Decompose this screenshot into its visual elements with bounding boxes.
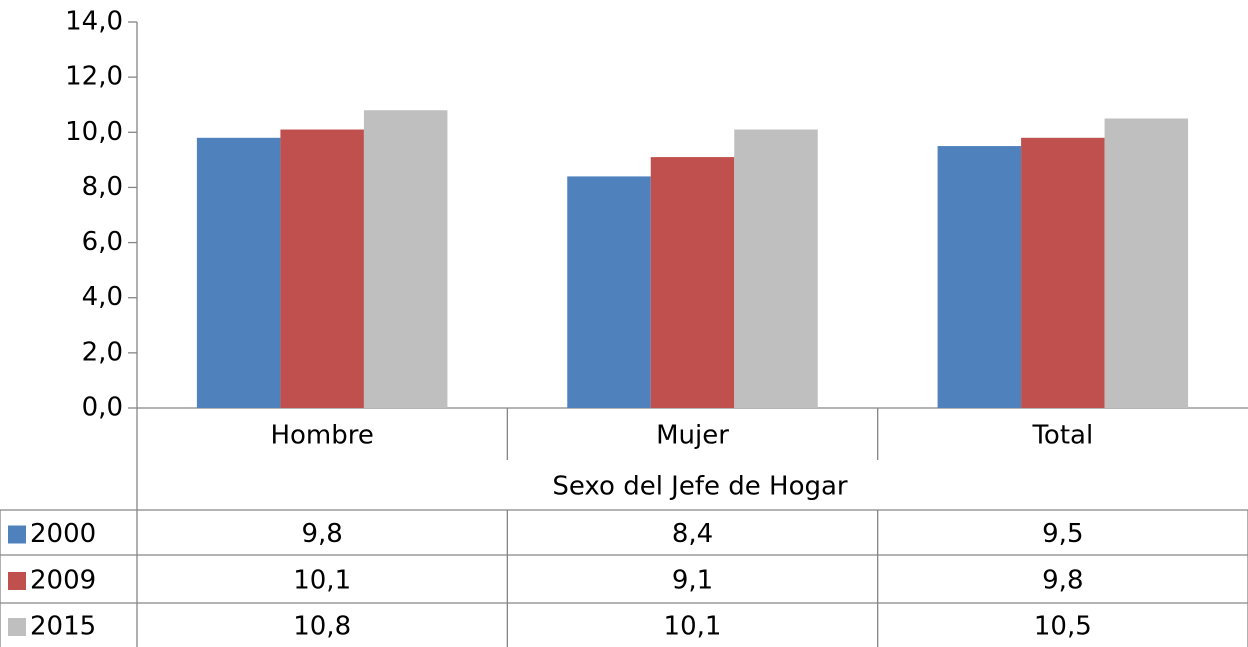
- table-value: 9,1: [672, 566, 713, 596]
- legend-label: 2009: [30, 566, 96, 596]
- y-tick-label: 10,0: [65, 117, 123, 147]
- y-tick-label: 2,0: [82, 337, 123, 367]
- table-value: 10,8: [293, 612, 351, 642]
- legend-swatch: [8, 525, 26, 544]
- legend-swatch: [8, 572, 26, 590]
- x-tick-label: Total: [1031, 421, 1093, 451]
- table-value: 8,4: [672, 519, 713, 549]
- bar: [1021, 137, 1105, 409]
- y-tick-label: 14,0: [65, 7, 123, 37]
- x-axis-label: Sexo del Jefe de Hogar: [552, 472, 848, 502]
- bar: [280, 129, 364, 408]
- y-tick-label: 12,0: [65, 62, 123, 92]
- bar: [734, 129, 818, 408]
- legend-label: 2000: [30, 519, 96, 549]
- bar: [196, 137, 281, 409]
- y-tick-label: 8,0: [82, 172, 123, 202]
- table-value: 10,1: [293, 566, 351, 596]
- bar: [937, 146, 1022, 409]
- legend-swatch: [8, 618, 26, 636]
- table-value: 9,5: [1042, 519, 1083, 549]
- y-tick-label: 6,0: [82, 227, 123, 257]
- y-tick-label: 0,0: [82, 393, 123, 423]
- bar: [650, 157, 735, 408]
- x-tick-label: Hombre: [270, 421, 373, 451]
- legend-label: 2015: [30, 612, 96, 642]
- bar: [363, 110, 448, 408]
- table-value: 9,8: [301, 519, 342, 549]
- table-value: 10,1: [664, 612, 722, 642]
- y-tick-label: 4,0: [82, 282, 123, 312]
- bar: [1104, 118, 1189, 408]
- x-tick-label: Mujer: [656, 421, 729, 451]
- bar: [567, 176, 651, 408]
- table-value: 9,8: [1042, 566, 1083, 596]
- table-value: 10,5: [1034, 612, 1092, 642]
